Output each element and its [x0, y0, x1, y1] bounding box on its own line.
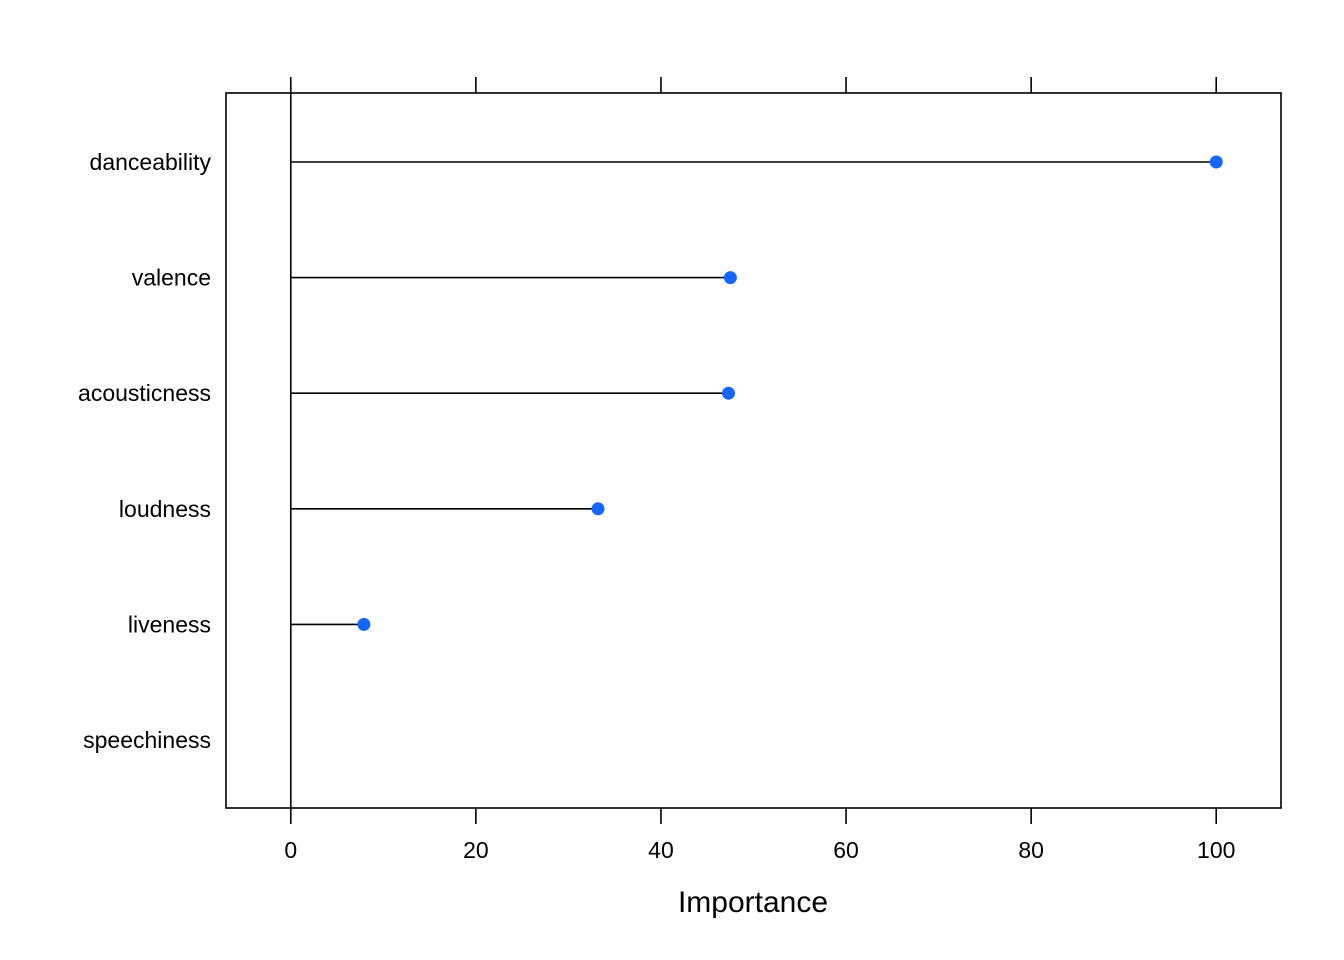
point-loudness — [591, 502, 605, 516]
category-label-valence: valence — [132, 265, 211, 291]
x-tick-label: 100 — [1197, 837, 1235, 863]
point-danceability — [1209, 155, 1223, 169]
x-tick-label: 0 — [284, 837, 297, 863]
x-tick-label: 20 — [463, 837, 489, 863]
bottom-axis: 0 20 40 60 80 100 — [284, 808, 1235, 863]
category-label-loudness: loudness — [119, 496, 211, 522]
category-labels: danceability valence acousticness loudness l… — [78, 149, 211, 753]
plot-frame — [225, 92, 1282, 809]
point-valence — [723, 271, 737, 285]
top-axis-ticks — [289, 77, 1218, 93]
x-tick-label: 80 — [1018, 837, 1044, 863]
category-label-liveness: liveness — [128, 611, 211, 637]
category-label-danceability: danceability — [90, 149, 212, 175]
x-tick-label: 60 — [833, 837, 859, 863]
category-label-speechiness: speechiness — [83, 727, 211, 753]
data-marks — [289, 93, 1223, 808]
x-axis-title: Importance — [678, 886, 828, 919]
x-tick-label: 40 — [648, 837, 674, 863]
category-label-acousticness: acousticness — [78, 380, 211, 406]
point-liveness — [357, 617, 371, 631]
point-acousticness — [722, 386, 736, 400]
